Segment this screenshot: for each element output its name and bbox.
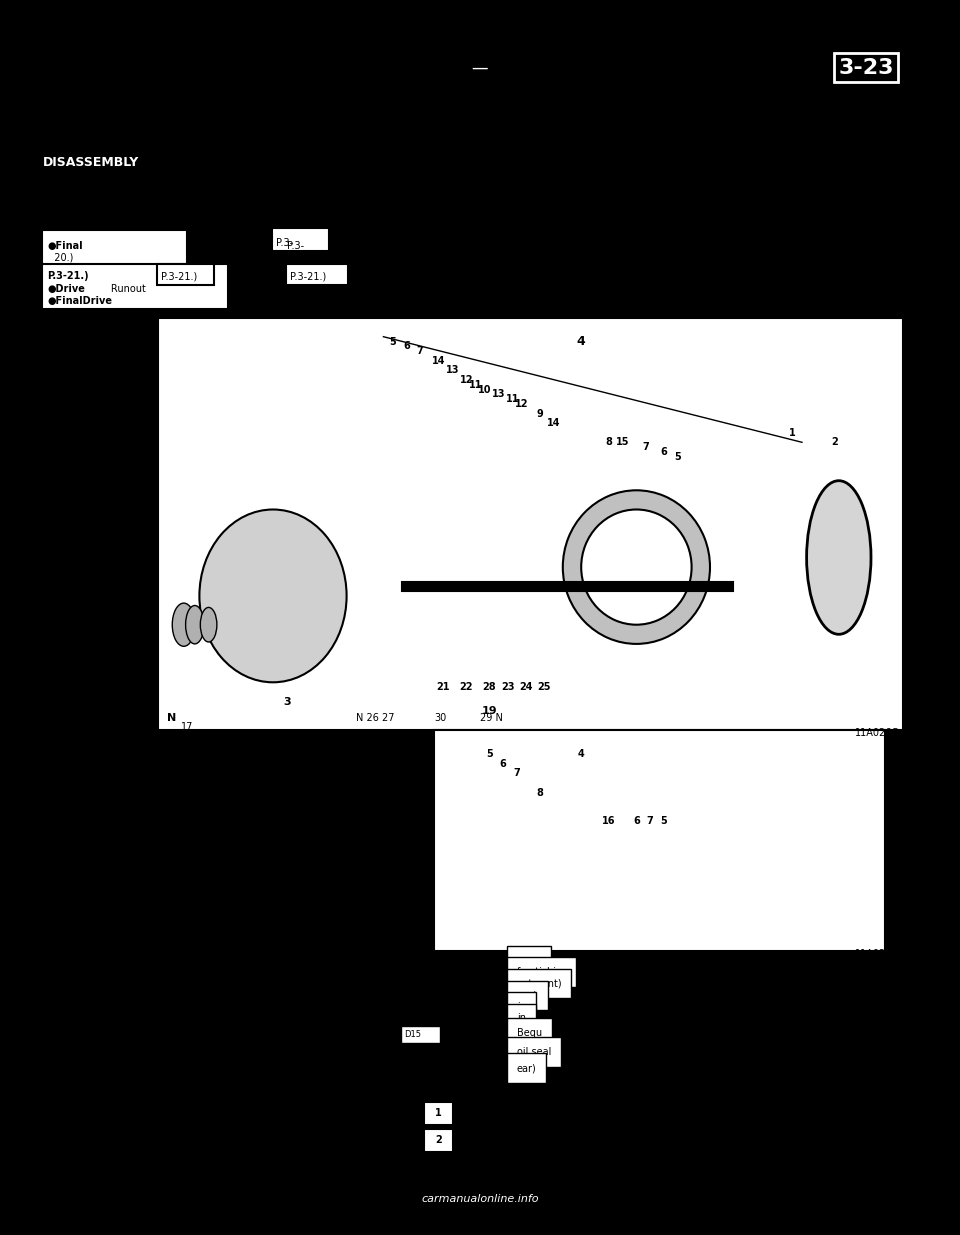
- Ellipse shape: [201, 608, 217, 642]
- Text: 7: 7: [647, 816, 654, 826]
- Text: ●Final: ●Final: [48, 241, 84, 251]
- FancyBboxPatch shape: [42, 230, 186, 266]
- Text: ange: ange: [516, 956, 541, 966]
- Text: ustment): ustment): [516, 979, 562, 989]
- Text: P.3-21.): P.3-21.): [290, 272, 325, 282]
- Text: 5: 5: [675, 452, 682, 462]
- Text: 6: 6: [403, 341, 410, 351]
- Text: 8: 8: [537, 788, 543, 798]
- Text: P.3-21.): P.3-21.): [48, 272, 89, 282]
- Text: 7: 7: [417, 346, 423, 356]
- Text: Inspection Before Disassembly: Inspection Before Disassembly: [43, 193, 235, 203]
- Text: 1: 1: [789, 427, 796, 437]
- FancyBboxPatch shape: [424, 1129, 453, 1152]
- Text: P.3-21.): P.3-21.): [48, 308, 90, 317]
- Text: N 26 27: N 26 27: [356, 713, 395, 722]
- Text: 7: 7: [642, 442, 649, 452]
- Text: oil seal: oil seal: [516, 1047, 551, 1057]
- Text: —: —: [471, 59, 489, 77]
- Text: N03IF—: N03IF—: [837, 111, 876, 121]
- Text: 24: 24: [519, 682, 533, 692]
- Text: 8: 8: [606, 437, 612, 447]
- FancyBboxPatch shape: [424, 1102, 453, 1125]
- Text: 6: 6: [633, 816, 639, 826]
- Text: P.3-: P.3-: [287, 241, 304, 251]
- Text: 11: 11: [468, 379, 482, 390]
- Text: 2: 2: [435, 1135, 442, 1145]
- Text: 11: 11: [506, 394, 519, 404]
- Text: 5: 5: [389, 336, 396, 347]
- Text: 9: 9: [537, 409, 543, 419]
- Text: 5: 5: [486, 750, 492, 760]
- Text: frontishim: frontishim: [516, 967, 566, 977]
- Text: 30: 30: [434, 713, 446, 722]
- Text: ●Drive: ●Drive: [48, 284, 85, 294]
- Text: 3: 3: [283, 697, 291, 706]
- Text: Runout: Runout: [89, 284, 146, 294]
- Text: ▶◄: ▶◄: [66, 925, 87, 939]
- Text: D15: D15: [403, 1030, 420, 1039]
- Text: 1: 1: [435, 1108, 442, 1119]
- Text: 14: 14: [547, 419, 561, 429]
- Text: 10: 10: [478, 384, 492, 394]
- Text: 29 N: 29 N: [480, 713, 503, 722]
- Text: 23: 23: [501, 682, 515, 692]
- Text: 3-23: 3-23: [838, 58, 894, 78]
- Text: 6: 6: [499, 758, 506, 769]
- Text: 7: 7: [514, 768, 520, 778]
- Text: 11A026C: 11A026C: [854, 729, 899, 739]
- FancyBboxPatch shape: [272, 228, 329, 251]
- Text: ●FinalDrive: ●FinalDrive: [48, 296, 112, 306]
- Text: ▶◄: ▶◄: [66, 844, 87, 857]
- Text: Bequ: Bequ: [516, 1028, 542, 1037]
- Text: 13: 13: [492, 389, 505, 399]
- Text: 4: 4: [578, 750, 585, 760]
- Text: 20.): 20.): [48, 252, 73, 262]
- Text: 14: 14: [432, 356, 445, 366]
- Bar: [38, 1187, 922, 1210]
- FancyBboxPatch shape: [42, 264, 228, 309]
- Text: ▶◄: ▶◄: [66, 948, 87, 963]
- Text: P.3-21.): P.3-21.): [160, 272, 197, 282]
- Text: 4: 4: [577, 335, 586, 348]
- Text: 5: 5: [660, 816, 667, 826]
- Text: 11A029C: 11A029C: [854, 950, 899, 960]
- Text: 15: 15: [616, 437, 630, 447]
- Text: carmanualonline.info: carmanualonline.info: [421, 1194, 539, 1204]
- Text: 12: 12: [460, 375, 473, 385]
- Bar: [434, 730, 885, 951]
- Text: in: in: [516, 1013, 526, 1024]
- Ellipse shape: [172, 603, 195, 646]
- Text: 13: 13: [445, 366, 459, 375]
- Text: ear): ear): [516, 1063, 537, 1073]
- Text: 17: 17: [181, 722, 193, 732]
- Text: 6: 6: [660, 447, 667, 457]
- Text: DISASSEMBLY: DISASSEMBLY: [43, 157, 139, 169]
- Text: 25: 25: [538, 682, 551, 692]
- Ellipse shape: [806, 480, 871, 635]
- Text: P.3-: P.3-: [276, 238, 293, 248]
- Ellipse shape: [185, 605, 204, 643]
- Text: 19: 19: [481, 706, 497, 716]
- Text: ▶◄▶◄: ▶◄▶◄: [66, 867, 108, 882]
- Text: in: in: [516, 1002, 526, 1011]
- Ellipse shape: [200, 510, 347, 682]
- Text: 28: 28: [482, 682, 496, 692]
- Bar: [158, 317, 903, 730]
- Text: 16: 16: [602, 816, 615, 826]
- FancyBboxPatch shape: [286, 264, 348, 285]
- FancyBboxPatch shape: [401, 1026, 440, 1044]
- Text: 21: 21: [437, 682, 450, 692]
- Text: ace): ace): [516, 990, 538, 1000]
- Text: N: N: [167, 713, 177, 722]
- Text: 2: 2: [830, 437, 837, 447]
- Bar: [38, 25, 922, 101]
- FancyBboxPatch shape: [157, 264, 214, 285]
- Text: 22: 22: [460, 682, 473, 692]
- Bar: [38, 152, 223, 173]
- Text: 12: 12: [515, 399, 528, 409]
